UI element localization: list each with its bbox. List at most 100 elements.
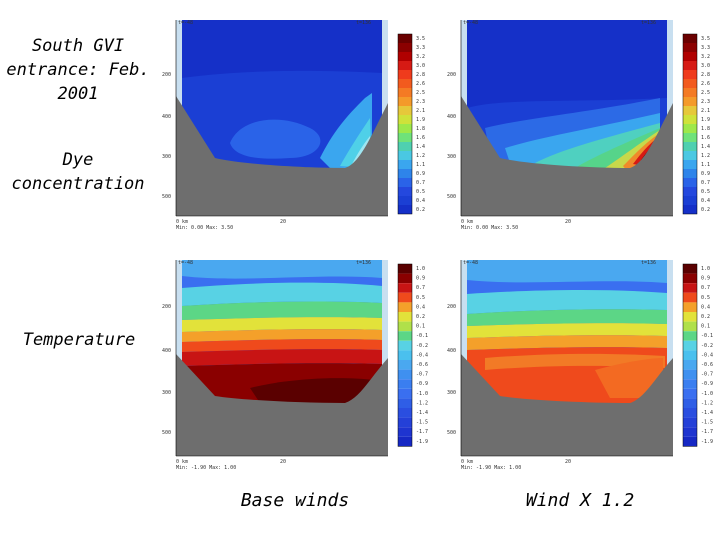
colorbar-tick-label: -0.9	[701, 381, 713, 387]
colorbar-tick-label: 1.1	[701, 162, 710, 168]
svg-text:Min: 0.00 Max: 3.50: Min: 0.00 Max: 3.50	[176, 225, 233, 231]
colorbar-tick-label: 2.1	[701, 108, 710, 114]
colorbar-tick-label: 0.4	[701, 304, 710, 310]
colorbar-tick-label: -1.7	[416, 429, 428, 435]
svg-text:200: 200	[162, 304, 171, 310]
colorbar-swatch	[683, 106, 697, 115]
svg-text:300: 300	[162, 154, 171, 160]
colorbar-tick-label: 3.0	[701, 63, 710, 69]
colorbar-tick-label: -1.0	[701, 391, 713, 397]
colorbar-swatch	[683, 187, 697, 196]
colorbar-tick-label: 0.9	[701, 276, 710, 282]
colorbar-swatch	[683, 133, 697, 142]
colorbar-swatch	[683, 115, 697, 124]
colorbar-swatch	[398, 264, 412, 274]
colorbar-swatch	[398, 321, 412, 332]
colorbar-tick-label: -0.1	[416, 333, 428, 339]
colorbar-swatch	[683, 369, 697, 380]
temp-base-plot: t=-48 t=136 200 400 300 500 0 km 20 Min:…	[162, 260, 428, 471]
colorbar-frame	[682, 263, 698, 447]
colorbar-tick-label: 1.2	[416, 153, 425, 159]
colorbar-tick-label: 0.2	[701, 314, 710, 320]
colorbar-tick-label: 2.1	[416, 108, 425, 114]
colorbar-swatch	[683, 360, 697, 370]
svg-text:400: 400	[162, 114, 171, 120]
colorbar-tick-label: 2.8	[701, 72, 710, 78]
colorbar-tick-label: 1.4	[416, 144, 425, 150]
colorbar-swatch	[683, 43, 697, 52]
colorbar-tick-label: -1.7	[701, 429, 713, 435]
colorbar-swatch	[398, 360, 412, 370]
colorbar-tick-label: 0.2	[416, 314, 425, 320]
colorbar-swatch	[683, 398, 697, 408]
colorbar-swatch	[398, 292, 412, 303]
svg-text:500: 500	[162, 194, 171, 200]
svg-text:t=-48: t=-48	[178, 20, 193, 26]
colorbar-swatch	[398, 133, 412, 142]
figure-title: South GVI entrance: Feb. 2001	[6, 36, 150, 104]
colorbar-tick-label: 1.4	[701, 144, 710, 150]
colorbar-tick-label: -1.9	[701, 439, 713, 445]
base-winds-label: Base winds	[240, 490, 350, 511]
colorbar-swatch	[398, 34, 412, 43]
dye-base-colorbar: 3.5 3.3 3.2 3.0 2.8 2.6 2.5 2.3 2.1 1.9 1.8 1.6 1.4 1…	[397, 33, 425, 215]
colorbar-tick-label: -0.9	[416, 381, 428, 387]
colorbar-tick-label: 1.8	[701, 126, 710, 132]
wind-x-label: Wind X 1.2	[525, 490, 635, 511]
colorbar-tick-label: 3.5	[701, 36, 710, 42]
dye-base-panel: t=-48 t=136 200 400 300 500 0 km 20 Min:…	[160, 18, 430, 233]
colorbar-tick-label: 1.1	[416, 162, 425, 168]
colorbar-swatch	[398, 398, 412, 408]
colorbar-frame	[682, 33, 698, 215]
colorbar-tick-label: 2.5	[701, 90, 710, 96]
colorbar-swatch	[398, 115, 412, 124]
colorbar-frame	[397, 33, 413, 215]
temp-wind-panel: t=-48 t=136 200 400 300 500 0 km 20 Min:…	[445, 258, 715, 473]
colorbar-tick-label: 0.5	[416, 295, 425, 301]
colorbar-swatch	[398, 379, 412, 389]
colorbar-tick-label: -1.0	[416, 391, 428, 397]
svg-text:200: 200	[447, 304, 456, 310]
colorbar-tick-label: -0.4	[701, 352, 713, 358]
svg-text:400: 400	[162, 348, 171, 354]
dye-wind-panel: t=-48 t=136 200 400 300 500 0 km 20 Min:…	[445, 18, 715, 233]
colorbar-swatch	[398, 52, 412, 61]
svg-text:t=136: t=136	[641, 260, 656, 266]
temp-wind-plot: t=-48 t=136 200 400 300 500 0 km 20 Min:…	[447, 260, 713, 471]
colorbar-swatch	[398, 43, 412, 52]
colorbar-swatch	[398, 283, 412, 293]
colorbar-tick-label: 2.5	[416, 90, 425, 96]
colorbar-tick-label: 3.5	[416, 36, 425, 42]
colorbar-swatch	[398, 350, 412, 360]
colorbar-swatch	[398, 178, 412, 187]
colorbar-swatch	[398, 70, 412, 79]
colorbar-tick-label: 0.7	[701, 285, 710, 291]
svg-text:20: 20	[565, 459, 571, 465]
colorbar-tick-label: 1.9	[416, 117, 425, 123]
svg-text:400: 400	[447, 114, 456, 120]
colorbar-swatch	[683, 292, 697, 303]
colorbar-tick-label: 2.6	[701, 81, 710, 87]
colorbar-tick-label: 0.7	[701, 180, 710, 186]
colorbar-tick-label: -1.4	[701, 410, 713, 416]
colorbar-swatch	[398, 427, 412, 437]
colorbar-swatch	[398, 340, 412, 351]
colorbar-tick-label: 0.7	[416, 180, 425, 186]
colorbar-swatch	[683, 178, 697, 187]
svg-text:20: 20	[565, 219, 571, 225]
colorbar-tick-label: 0.2	[416, 207, 425, 213]
svg-text:500: 500	[162, 430, 171, 436]
colorbar-swatch	[683, 88, 697, 97]
colorbar-tick-label: 0.1	[416, 324, 425, 330]
colorbar-swatch	[398, 369, 412, 380]
colorbar-tick-label: -0.1	[701, 333, 713, 339]
colorbar-tick-label: -1.5	[701, 420, 713, 426]
colorbar-frame	[397, 263, 413, 447]
colorbar-tick-label: 0.2	[701, 207, 710, 213]
colorbar-swatch	[683, 97, 697, 106]
colorbar-swatch	[683, 427, 697, 437]
svg-text:300: 300	[447, 154, 456, 160]
colorbar-swatch	[398, 331, 412, 341]
colorbar-swatch	[398, 160, 412, 169]
colorbar-swatch	[398, 196, 412, 205]
